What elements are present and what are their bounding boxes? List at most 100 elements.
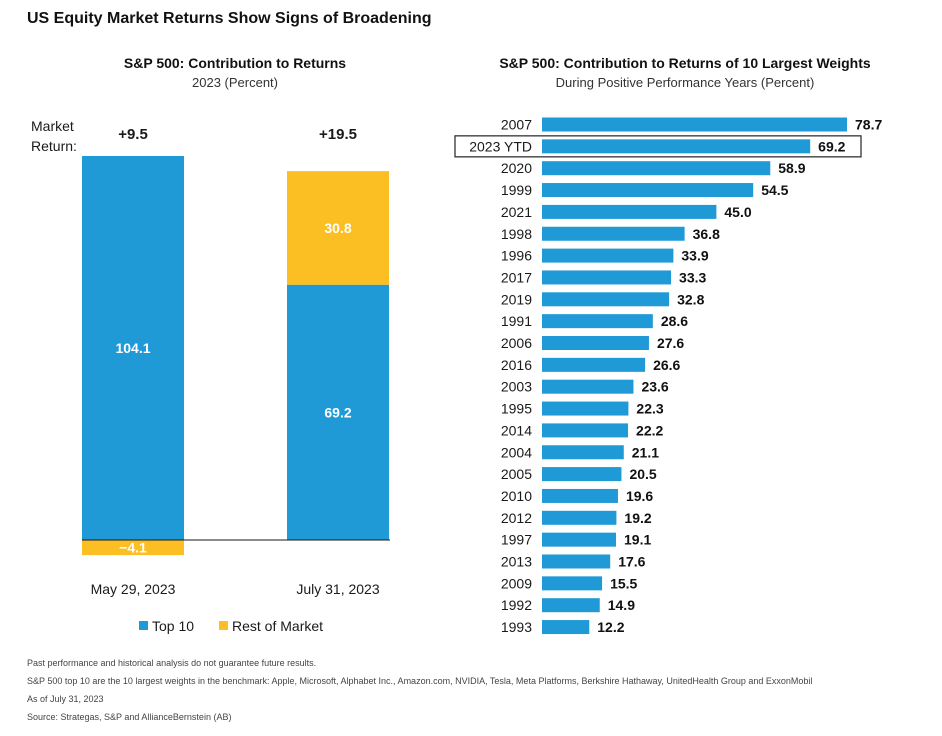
market-return-value-0: +9.5 — [118, 126, 148, 143]
hbar-15 — [542, 445, 624, 460]
left-chart-subtitle: 2023 (Percent) — [192, 75, 278, 90]
year-label-21: 2009 — [501, 575, 532, 591]
hbar-1 — [542, 139, 811, 154]
bar-top-10-0 — [82, 156, 184, 540]
footnote-disclaimer: Past performance and historical analysis… — [27, 658, 317, 668]
hbar-17 — [542, 488, 618, 503]
hbar-18 — [542, 510, 617, 525]
right-chart-subtitle: During Positive Performance Years (Perce… — [555, 75, 815, 90]
hbar-11 — [542, 357, 646, 372]
value-label-1: 69.2 — [818, 138, 845, 154]
footnote-source: Source: Strategas, S&P and AllianceBerns… — [27, 712, 232, 722]
hbar-12 — [542, 379, 634, 394]
value-label-3: 54.5 — [761, 182, 788, 198]
left-chart-title: S&P 500: Contribution to Returns — [123, 55, 347, 71]
legend-label-top-10: Top 10 — [152, 618, 194, 634]
year-label-12: 2003 — [501, 379, 532, 395]
footnotes: Past performance and historical analysis… — [27, 654, 812, 726]
right-chart-title: S&P 500: Contribution to Returns of 10 L… — [499, 55, 871, 71]
value-label-17: 19.6 — [626, 488, 653, 504]
hbar-20 — [542, 554, 611, 569]
hbar-22 — [542, 598, 600, 613]
value-label-23: 12.2 — [597, 619, 624, 635]
value-label-20: 17.6 — [618, 554, 645, 570]
year-label-22: 1992 — [501, 597, 532, 613]
year-label-23: 1993 — [501, 619, 532, 635]
value-label-2: 58.9 — [778, 160, 805, 176]
year-label-6: 1996 — [501, 248, 532, 264]
value-label-top-10-0: 104.1 — [115, 340, 150, 356]
category-label-1: July 31, 2023 — [296, 581, 379, 597]
legend-swatch-rest-of-market — [219, 621, 228, 630]
bar-rest-of-market-0 — [82, 540, 184, 556]
footnote-as-of-date: As of July 31, 2023 — [27, 694, 104, 704]
bar-rest-of-market-1 — [287, 171, 389, 285]
value-label-16: 20.5 — [629, 466, 656, 482]
hbar-19 — [542, 532, 617, 547]
bar-top-10-1 — [287, 284, 389, 540]
value-label-6: 33.9 — [681, 248, 708, 264]
category-label-0: May 29, 2023 — [91, 581, 176, 597]
year-label-19: 1997 — [501, 532, 532, 548]
year-label-13: 1995 — [501, 401, 532, 417]
hbar-7 — [542, 270, 672, 285]
hbar-23 — [542, 620, 590, 635]
value-label-7: 33.3 — [679, 269, 706, 285]
hbar-13 — [542, 401, 629, 416]
hbar-6 — [542, 248, 674, 263]
value-label-5: 36.8 — [693, 226, 720, 242]
hbar-4 — [542, 204, 717, 219]
value-label-4: 45.0 — [724, 204, 751, 220]
year-label-3: 1999 — [501, 182, 532, 198]
value-label-11: 26.6 — [653, 357, 680, 373]
year-label-18: 2012 — [501, 510, 532, 526]
value-label-14: 22.2 — [636, 422, 663, 438]
hbar-21 — [542, 576, 603, 591]
year-label-5: 1998 — [501, 226, 532, 242]
value-label-22: 14.9 — [608, 597, 635, 613]
value-label-19: 19.1 — [624, 532, 651, 548]
hbar-16 — [542, 467, 622, 482]
value-label-8: 32.8 — [677, 291, 704, 307]
market-return-value-1: +19.5 — [319, 126, 357, 143]
year-label-1: 2023 YTD — [469, 138, 532, 154]
year-label-8: 2019 — [501, 291, 532, 307]
year-label-7: 2017 — [501, 269, 532, 285]
value-label-0: 78.7 — [855, 117, 882, 133]
value-label-rest-of-market-0: −4.1 — [119, 540, 147, 556]
year-label-20: 2013 — [501, 554, 532, 570]
value-label-13: 22.3 — [636, 401, 663, 417]
year-label-10: 2006 — [501, 335, 532, 351]
highlight-box — [454, 135, 862, 158]
value-label-top-10-1: 69.2 — [324, 404, 351, 420]
year-label-15: 2004 — [501, 444, 532, 460]
legend-swatch-top-10 — [139, 621, 148, 630]
hbar-3 — [542, 183, 754, 198]
value-label-15: 21.1 — [632, 444, 659, 460]
value-label-rest-of-market-1: 30.8 — [324, 220, 351, 236]
hbar-9 — [542, 314, 653, 329]
value-label-12: 23.6 — [641, 379, 668, 395]
hbar-10 — [542, 336, 649, 350]
main-title: US Equity Market Returns Show Signs of B… — [27, 10, 432, 27]
year-label-16: 2005 — [501, 466, 532, 482]
hbar-14 — [542, 423, 629, 438]
year-label-17: 2010 — [501, 488, 532, 504]
value-label-18: 19.2 — [624, 510, 651, 526]
value-label-21: 15.5 — [610, 575, 637, 591]
legend-label-rest-of-market: Rest of Market — [232, 618, 323, 634]
year-label-14: 2014 — [501, 422, 532, 438]
value-label-9: 28.6 — [661, 313, 688, 329]
year-label-4: 2021 — [501, 204, 532, 220]
hbar-2 — [542, 161, 771, 176]
hbar-5 — [542, 226, 685, 241]
hbar-0 — [542, 117, 847, 132]
year-label-2: 2020 — [501, 160, 532, 176]
hbar-8 — [542, 292, 670, 307]
value-label-10: 27.6 — [657, 335, 684, 351]
year-label-11: 2016 — [501, 357, 532, 373]
footnote-top10-definition: S&P 500 top 10 are the 10 largest weight… — [27, 676, 813, 686]
year-label-9: 1991 — [501, 313, 532, 329]
